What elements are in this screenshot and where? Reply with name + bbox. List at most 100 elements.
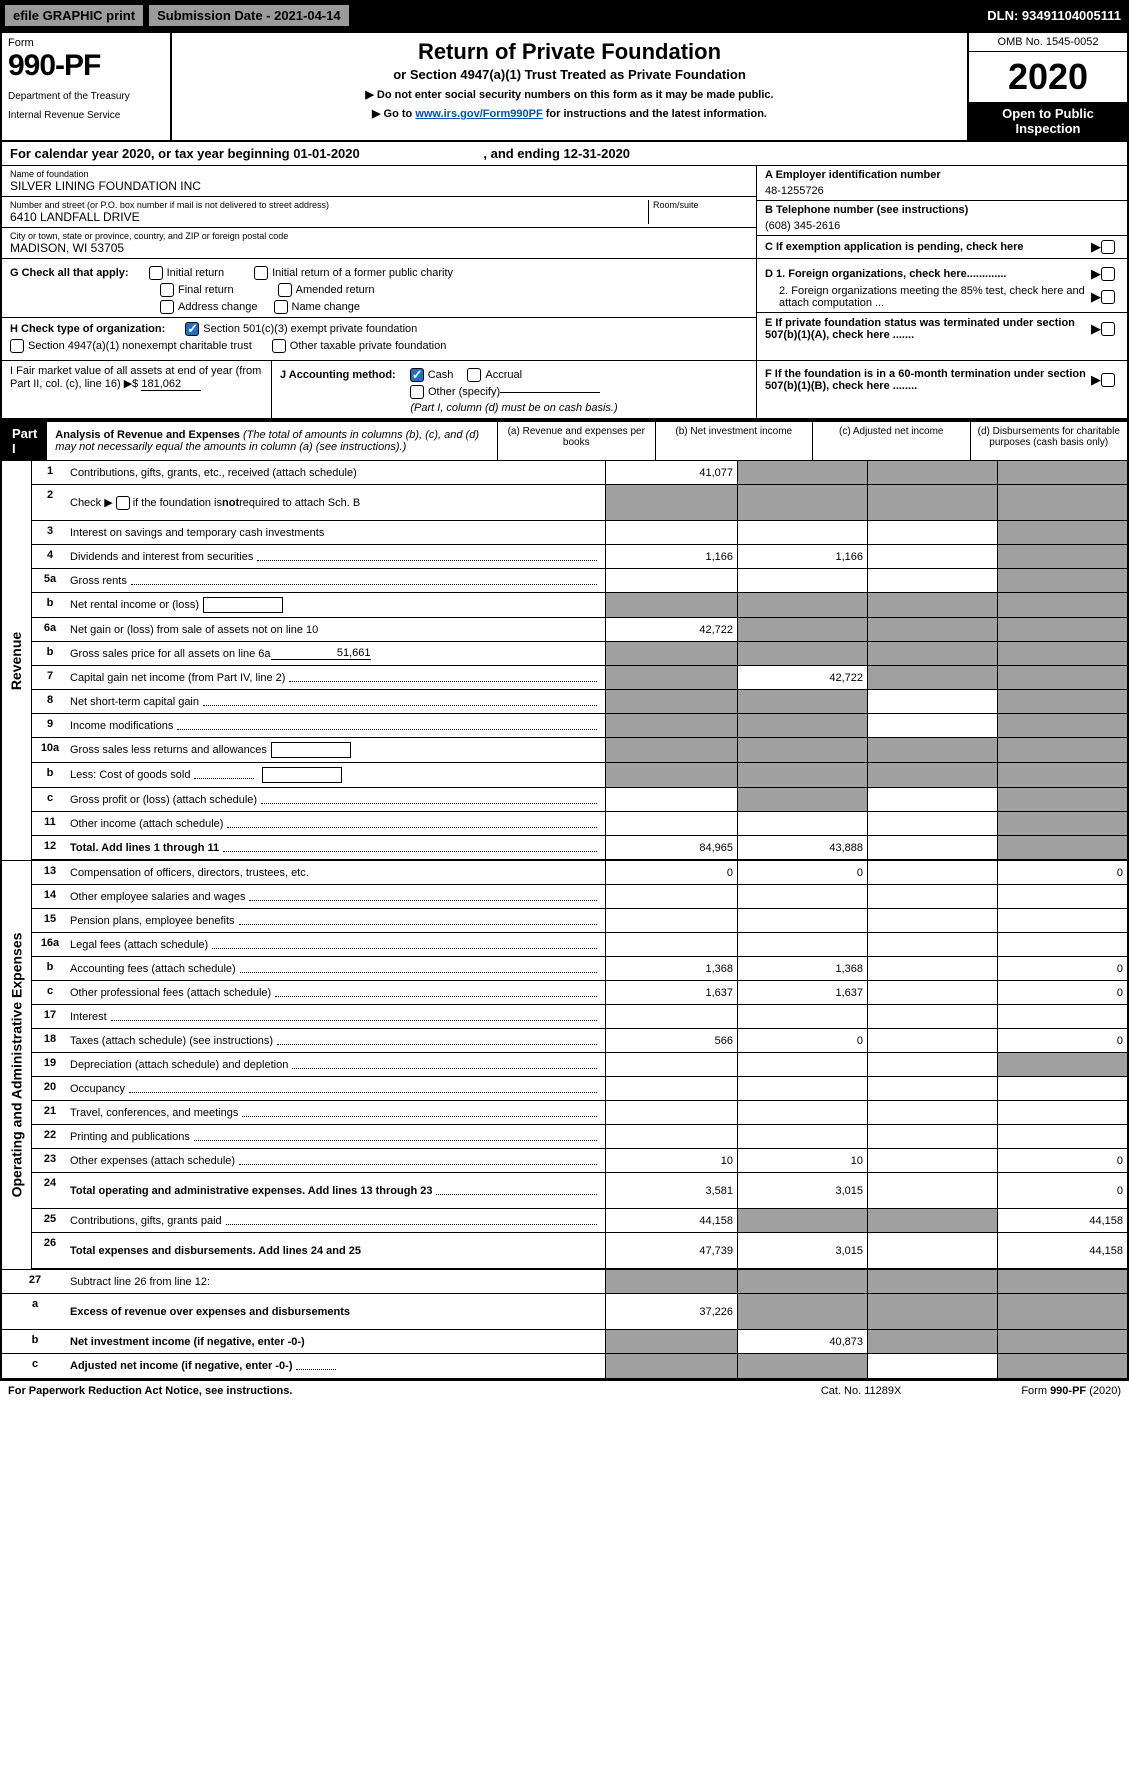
row13-b: 0 [737,861,867,884]
part1-header: Part I Analysis of Revenue and Expenses … [2,420,1127,461]
e-label: E If private foundation status was termi… [765,317,1091,341]
row23-b: 10 [737,1149,867,1172]
form-header: Form 990-PF Department of the Treasury I… [2,33,1127,142]
other-taxable-checkbox[interactable] [272,339,286,353]
row10a-box[interactable] [271,742,351,758]
row24-a: 3,581 [605,1173,737,1208]
i-label: I Fair market value of all assets at end… [10,365,261,390]
name-change-checkbox[interactable] [274,300,288,314]
note2-post: for instructions and the latest informat… [543,108,767,120]
d2-checkbox[interactable] [1101,290,1115,304]
initial-return-checkbox[interactable] [149,266,163,280]
part1-badge: Part I [2,422,47,460]
omb-number: OMB No. 1545-0052 [969,33,1127,52]
row26-d: 44,158 [997,1233,1127,1268]
row10b-desc: Less: Cost of goods sold [70,769,190,781]
i-block: I Fair market value of all assets at end… [2,361,272,418]
row25-desc: Contributions, gifts, grants paid [70,1215,222,1227]
i-j-section: I Fair market value of all assets at end… [2,361,1127,420]
row10b-box[interactable] [262,767,342,783]
row6b-desc: Gross sales price for all assets on line… [70,648,271,660]
schb-checkbox[interactable] [116,496,130,510]
address-row: Number and street (or P.O. box number if… [2,197,756,228]
final-return-checkbox[interactable] [160,283,174,297]
line27-section: 27Subtract line 26 from line 12: aExcess… [2,1269,1127,1378]
form-note2: ▶ Go to www.irs.gov/Form990PF for instru… [178,107,961,120]
row9-desc: Income modifications [70,720,173,732]
arrow-icon: ▶ [1091,321,1101,337]
h-opt2: Section 4947(a)(1) nonexempt charitable … [28,340,252,352]
form-id-block: Form 990-PF Department of the Treasury I… [2,33,172,140]
row27c-desc: Adjusted net income (if negative, enter … [70,1360,292,1372]
cash-checkbox[interactable] [410,368,424,382]
part1-title: Analysis of Revenue and Expenses [55,429,240,441]
irs-link[interactable]: www.irs.gov/Form990PF [415,108,542,120]
row27-desc: Subtract line 26 from line 12: [68,1270,605,1293]
initial-former-checkbox[interactable] [254,266,268,280]
row5b-box[interactable] [203,597,283,613]
row25-d: 44,158 [997,1209,1127,1232]
other-label: Other (specify) [428,386,500,398]
form-title: Return of Private Foundation [178,39,961,65]
form-title-block: Return of Private Foundation or Section … [172,33,967,140]
col-d-header: (d) Disbursements for charitable purpose… [970,422,1128,460]
arrow-icon: ▶ [1091,239,1101,255]
row6a-a: 42,722 [605,618,737,641]
info-grid: Name of foundation SILVER LINING FOUNDAT… [2,166,1127,259]
row25-a: 44,158 [605,1209,737,1232]
dept-treasury: Department of the Treasury [8,91,164,102]
ein: 48-1255726 [765,181,1119,197]
row18-d: 0 [997,1029,1127,1052]
row11-desc: Other income (attach schedule) [70,818,223,830]
calyear-end: 12-31-2020 [564,146,631,161]
amended-return-checkbox[interactable] [278,283,292,297]
calyear-mid: , and ending [483,146,563,161]
tax-year: 2020 [969,52,1127,102]
row18-b: 0 [737,1029,867,1052]
row7-b: 42,722 [737,666,867,689]
row10c-desc: Gross profit or (loss) (attach schedule) [70,794,257,806]
row26-b: 3,015 [737,1233,867,1268]
arrow-icon: ▶ [1091,266,1101,282]
calyear-pre: For calendar year 2020, or tax year begi… [10,146,293,161]
row13-d: 0 [997,861,1127,884]
tel-row: B Telephone number (see instructions) (6… [757,201,1127,236]
part1-title-block: Part I Analysis of Revenue and Expenses … [2,422,497,460]
form-container: Form 990-PF Department of the Treasury I… [0,31,1129,1380]
h-label: H Check type of organization: [10,323,165,335]
row17-desc: Interest [70,1011,107,1023]
form-word: Form [8,37,164,49]
other-specify-field[interactable] [500,392,600,393]
footer-form: Form 990-PF (2020) [1021,1385,1121,1397]
address-change-checkbox[interactable] [160,300,174,314]
exemption-checkbox[interactable] [1101,240,1115,254]
d1-checkbox[interactable] [1101,267,1115,281]
f-checkbox[interactable] [1101,373,1115,387]
e-checkbox[interactable] [1101,322,1115,336]
other-method-checkbox[interactable] [410,385,424,399]
top-bar: efile GRAPHIC print Submission Date - 20… [0,0,1129,31]
row20-desc: Occupancy [70,1083,125,1095]
row24-b: 3,015 [737,1173,867,1208]
submission-date-button[interactable]: Submission Date - 2021-04-14 [148,4,350,27]
row4-a: 1,166 [605,545,737,568]
4947-checkbox[interactable] [10,339,24,353]
g-opt4: Address change [178,301,258,313]
ein-label: A Employer identification number [765,169,1119,181]
page-footer: For Paperwork Reduction Act Notice, see … [0,1380,1129,1401]
name-label: Name of foundation [10,169,748,179]
efile-print-button[interactable]: efile GRAPHIC print [4,4,144,27]
row3-desc: Interest on savings and temporary cash i… [68,521,605,544]
d-block: D 1. Foreign organizations, check here..… [757,259,1127,360]
row1-a: 41,077 [605,461,737,484]
g-opt2: Final return [178,284,234,296]
exemption-label: C If exemption application is pending, c… [765,241,1091,253]
g-opt0: Initial return [167,267,224,279]
501c3-checkbox[interactable] [185,322,199,336]
d2-label: 2. Foreign organizations meeting the 85%… [765,285,1091,309]
accrual-checkbox[interactable] [467,368,481,382]
col-a-header: (a) Revenue and expenses per books [497,422,655,460]
row16a-desc: Legal fees (attach schedule) [70,939,208,951]
row2-desc: Check ▶ if the foundation is not require… [68,485,605,520]
row16c-b: 1,637 [737,981,867,1004]
